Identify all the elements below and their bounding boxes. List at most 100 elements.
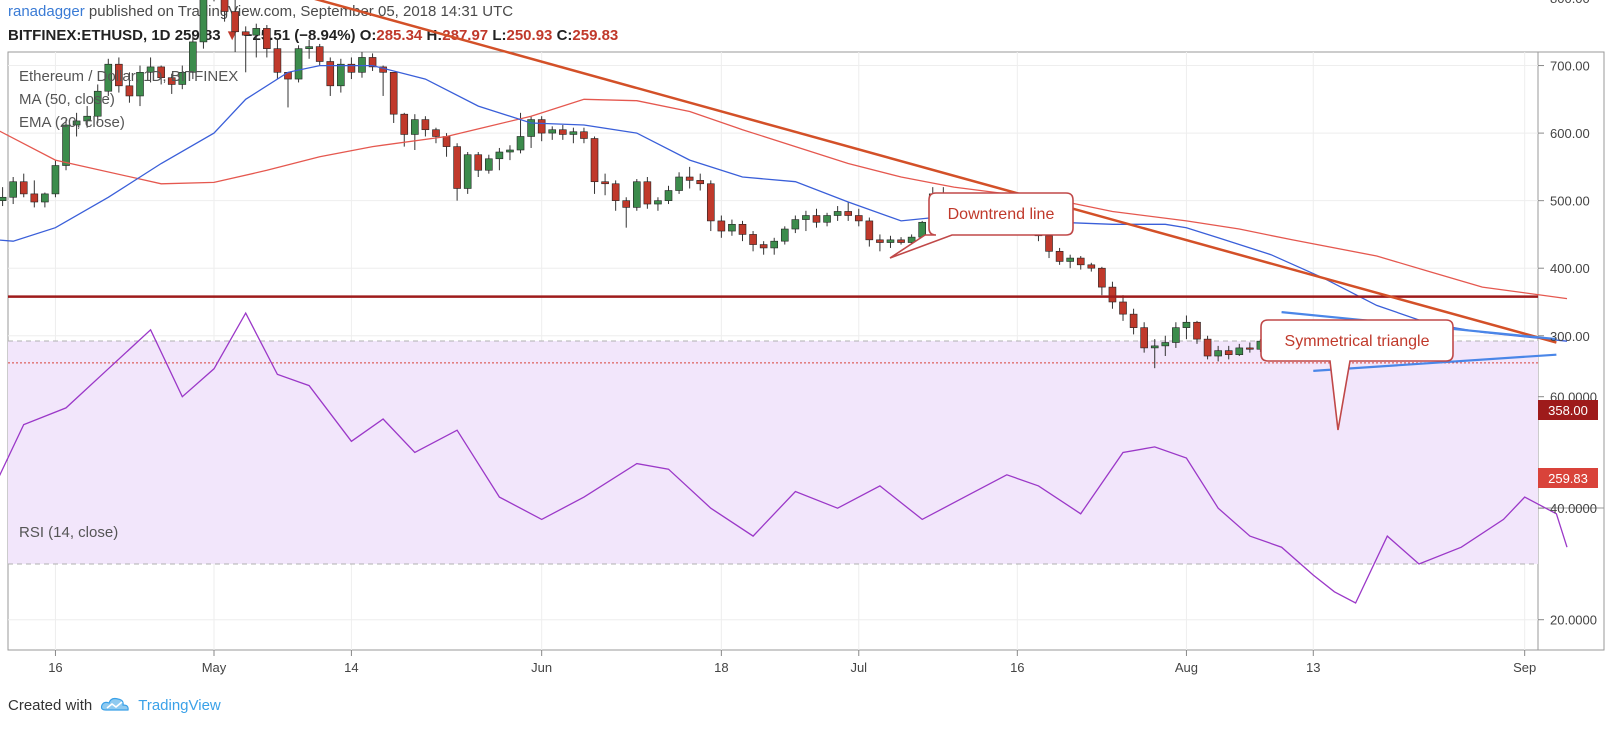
price-axis[interactable]: 800.00 700.00 600.00 500.00 400.00 300.00 bbox=[1538, 0, 1590, 344]
candle-down bbox=[273, 48, 282, 73]
candle-down bbox=[347, 63, 356, 73]
candle-up bbox=[548, 129, 557, 134]
candle-down bbox=[432, 129, 440, 137]
candle-up bbox=[802, 215, 810, 220]
price-tick-label: 400.00 bbox=[1550, 261, 1590, 276]
candle-up bbox=[791, 219, 800, 230]
candle-up bbox=[178, 72, 187, 85]
candle-down bbox=[263, 28, 271, 49]
date-tick-label: Jun bbox=[531, 660, 552, 675]
candle-down bbox=[30, 193, 39, 203]
candle-down bbox=[854, 215, 863, 222]
price-tick-label: 500.00 bbox=[1550, 194, 1590, 209]
candle-up bbox=[728, 223, 736, 232]
publish-info: ranadagger published on TradingView.com,… bbox=[8, 3, 513, 20]
candle-down bbox=[865, 220, 874, 241]
author-link[interactable]: ranadagger bbox=[8, 3, 85, 20]
published-text: published on TradingView.com, September … bbox=[88, 3, 514, 20]
date-tick-label: 14 bbox=[344, 660, 358, 675]
created-with-text: Created with bbox=[8, 696, 93, 714]
tradingview-link[interactable]: TradingView bbox=[138, 696, 221, 714]
candle-down bbox=[717, 220, 726, 232]
candle-down bbox=[590, 138, 599, 183]
candle-down bbox=[537, 119, 546, 134]
candle-up bbox=[1066, 257, 1074, 262]
legend-title: Ethereum / Dollar, 1D, BITFINEX bbox=[19, 68, 238, 85]
open-value: 285.34 bbox=[376, 27, 423, 44]
ma-line bbox=[0, 98, 1568, 300]
candle-up bbox=[305, 46, 313, 49]
price-tick-label: 300.00 bbox=[1550, 329, 1590, 344]
downtrend-callout-text: Downtrend line bbox=[948, 206, 1055, 223]
candle-up bbox=[104, 63, 113, 92]
candle-down bbox=[1203, 338, 1212, 357]
candle-down bbox=[326, 61, 335, 87]
candle-down bbox=[611, 183, 620, 201]
date-tick-label: 13 bbox=[1306, 660, 1320, 675]
date-tick-label: Sep bbox=[1513, 660, 1536, 675]
date-tick-label: 16 bbox=[48, 660, 62, 675]
candle-up bbox=[516, 136, 525, 151]
candle-up bbox=[1182, 321, 1191, 328]
date-tick-label: 18 bbox=[714, 660, 728, 675]
candle-down bbox=[643, 181, 652, 205]
candle-up bbox=[41, 193, 49, 203]
candle-down bbox=[897, 239, 905, 243]
candle-down bbox=[1055, 251, 1064, 262]
triangle-callout[interactable]: Symmetrical triangle bbox=[1260, 319, 1454, 431]
date-axis[interactable]: 16 May 14 Jun 18 Jul 16 Aug 13 Sep bbox=[48, 650, 1536, 675]
candle-up bbox=[337, 63, 345, 87]
candle-up bbox=[664, 190, 673, 201]
candle-up bbox=[51, 165, 60, 195]
candle-down bbox=[622, 200, 631, 208]
candle-up bbox=[62, 124, 70, 166]
candle-down bbox=[421, 119, 430, 131]
candle-down bbox=[738, 223, 747, 235]
price-tick-label: 700.00 bbox=[1550, 59, 1590, 74]
legend-ema: EMA (20, close) bbox=[19, 114, 125, 131]
candle-up bbox=[411, 119, 419, 135]
candle-down bbox=[601, 181, 609, 185]
low-value: 250.93 bbox=[506, 27, 553, 44]
candle-up bbox=[146, 66, 155, 73]
price-tick-label: 800.00 bbox=[1550, 0, 1590, 6]
candle-down bbox=[125, 85, 134, 97]
candle-up bbox=[632, 181, 641, 208]
candle-up bbox=[907, 236, 916, 243]
candle-up bbox=[1214, 350, 1222, 357]
tradingview-cloud-icon bbox=[101, 697, 129, 711]
candle-up bbox=[485, 158, 493, 171]
candle-up bbox=[136, 72, 144, 97]
candle-up bbox=[93, 90, 102, 117]
date-tick-label: Aug bbox=[1175, 660, 1198, 675]
candle-down bbox=[241, 31, 250, 36]
candle-up bbox=[83, 115, 91, 122]
candle-up bbox=[189, 41, 197, 73]
candle-up bbox=[199, 0, 208, 43]
legend-ma: MA (50, close) bbox=[19, 91, 115, 108]
downtrend-callout[interactable]: Downtrend line bbox=[889, 192, 1074, 259]
triangle-lower-line[interactable] bbox=[1313, 353, 1557, 372]
candle-up bbox=[770, 240, 779, 249]
footer: Created with TradingView bbox=[8, 696, 221, 714]
candle-down bbox=[1045, 235, 1053, 252]
downtrend-line[interactable] bbox=[214, 0, 1557, 344]
close-label: C: bbox=[556, 27, 573, 44]
high-value: 287.97 bbox=[442, 27, 489, 44]
candle-down bbox=[167, 77, 176, 85]
candle-down bbox=[1193, 321, 1201, 340]
candle-down bbox=[1246, 347, 1254, 350]
date-tick-label: May bbox=[202, 660, 227, 675]
support-price-tag bbox=[1538, 400, 1598, 420]
candle-up bbox=[886, 239, 895, 243]
candle-down bbox=[580, 131, 588, 139]
rsi-band bbox=[8, 340, 1538, 564]
candle-up bbox=[1150, 345, 1159, 349]
candle-down bbox=[844, 211, 853, 216]
candle-up bbox=[463, 154, 472, 189]
rsi-line bbox=[0, 311, 1568, 604]
candle-up bbox=[72, 120, 81, 126]
symbol-label: BITFINEX:ETHUSD, 1D bbox=[8, 27, 171, 44]
candle-up bbox=[675, 176, 683, 191]
